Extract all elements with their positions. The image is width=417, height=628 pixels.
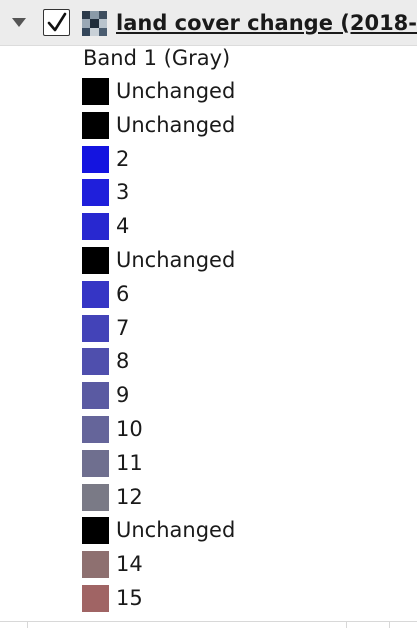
legend-color-swatch <box>82 111 109 139</box>
layer-tree-row[interactable]: land cover change (2018-2 <box>0 0 417 46</box>
layer-name[interactable]: land cover change (2018-2 <box>116 11 417 35</box>
legend-color-swatch <box>82 449 109 477</box>
band-label: Band 1 (Gray) <box>83 46 231 70</box>
legend-item-label: 14 <box>116 552 143 577</box>
legend-color-swatch <box>82 145 109 173</box>
legend-color-swatch <box>82 213 109 241</box>
legend-item-label: 12 <box>116 484 143 509</box>
legend-item-label: 7 <box>116 315 130 340</box>
legend-color-swatch <box>82 415 109 443</box>
legend-item-label: 8 <box>116 349 130 374</box>
legend-color-swatch <box>82 314 109 342</box>
legend-color-swatch <box>82 382 109 410</box>
legend-item-label: Unchanged <box>116 112 236 137</box>
legend-item-label: Unchanged <box>116 518 236 543</box>
legend-item-label: 11 <box>116 450 143 475</box>
legend-color-swatch <box>82 483 109 511</box>
legend-color-swatch <box>82 584 109 612</box>
legend-color-swatch <box>82 78 109 105</box>
legend-item-label: 6 <box>116 281 130 306</box>
legend-item-label: Unchanged <box>116 79 236 103</box>
legend-item-label: Unchanged <box>116 247 236 272</box>
legend-item-label: 3 <box>116 180 130 205</box>
legend-item-label: 9 <box>116 383 130 408</box>
raster-layer-icon <box>82 11 107 36</box>
layer-visibility-checkbox[interactable] <box>43 9 70 36</box>
legend-color-swatch <box>82 517 109 545</box>
legend-color-swatch <box>82 348 109 376</box>
legend-color-swatch <box>82 246 109 274</box>
legend-item-label: 4 <box>116 214 130 239</box>
legend-item-label: 10 <box>116 416 143 441</box>
legend-color-swatch <box>82 179 109 207</box>
legend-item-label: 15 <box>116 585 143 610</box>
legend-color-swatch <box>82 280 109 308</box>
legend-color-swatch <box>82 551 109 579</box>
legend-item-label: 2 <box>116 146 130 171</box>
checkmark-icon <box>47 12 67 32</box>
chevron-down-icon[interactable] <box>12 18 26 27</box>
panel-bottom-edge <box>0 621 417 628</box>
